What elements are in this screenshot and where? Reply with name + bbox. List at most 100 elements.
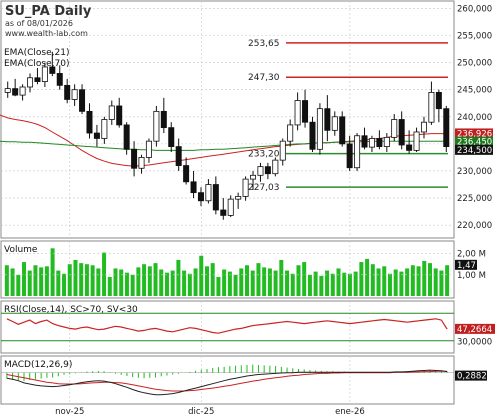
candle [131,148,138,169]
volume-bar [422,261,427,296]
candle [398,119,405,146]
candle [279,140,286,161]
candle [316,108,323,150]
level-label: 247,30 [248,73,280,83]
candle [41,66,48,82]
volume-tick-label: 1,00 M [457,271,486,281]
candle [227,198,234,216]
candle [391,119,398,138]
volume-bar [267,268,272,296]
volume-bar [33,265,38,296]
macd-title: MACD(12,26,9) [4,360,72,370]
candle [138,157,145,169]
candle [19,86,26,96]
date-label: dic-25 [188,407,214,417]
candle [183,165,190,183]
volume-bar [147,266,152,296]
volume-bar [416,266,421,296]
volume-bar [382,266,387,296]
candle [435,92,442,110]
price-badge: 234,500 [457,146,492,156]
volume-bar [96,268,101,296]
date-axis: nov-25 dic-25 ene-26 [55,407,365,417]
candle [108,105,115,120]
volume-bar [387,273,392,296]
volume-bar [427,263,432,296]
volume-bar [84,264,89,296]
volume-axis: 2,00 M 1,00 M1,47 M [1,250,486,281]
volume-bar [370,264,375,296]
rsi-plot: 47,2664 30,0000 [1,312,495,348]
candle [406,144,413,151]
candle [354,135,361,169]
price-tick-label: 250,000 [457,59,492,69]
volume-bar [210,263,215,296]
candle [220,209,227,216]
volume-bar [399,271,404,296]
volume-bar [353,271,358,296]
volume-bar [79,263,84,296]
volume-bar [199,255,204,296]
volume-bar [313,271,318,296]
price-badge: 236,926 [457,129,492,139]
volume-bar [250,270,255,296]
volume-bar [204,266,209,296]
candle [79,89,86,112]
volume-bar [245,265,250,296]
volume-bar [67,264,72,296]
candle [264,166,271,175]
candle [302,100,309,123]
volume-bar [119,269,124,296]
price-axis: 260,000255,000250,000245,000240,000235,0… [455,4,493,231]
site-url: www.wealth-lab.com [5,29,88,38]
ema70-legend: EMA(Close,70) [4,59,69,69]
ema21-legend: EMA(Close,21) [4,48,69,58]
candle [443,108,450,147]
candle [101,119,108,139]
volume-bar [433,268,438,296]
volume-bars [4,248,450,296]
rsi-panel [0,300,455,354]
rsi-line [6,318,448,334]
candle [168,127,175,147]
candle [287,124,294,142]
price-badge: 236,450 [457,138,492,148]
candle [190,181,197,194]
date-label: nov-25 [55,407,84,417]
price-tick-label: 230,000 [457,167,492,177]
candle [34,77,41,82]
candle [86,110,93,134]
price-tick-label: 245,000 [457,86,492,96]
volume-bar [39,267,44,296]
volume-bar [113,268,118,296]
candle [71,89,78,100]
volume-bar [256,263,261,296]
macd-badge: 0,2882 [457,372,487,382]
price-tick-label: 260,000 [457,4,492,14]
rsi-badge: 47,2664 [457,325,492,335]
candle [116,105,123,126]
candle [153,110,160,142]
volume-bar [319,275,324,296]
candle [56,73,63,86]
date-label: ene-26 [335,407,365,417]
volume-bar [222,269,227,296]
price-tick-label: 240,000 [457,113,492,123]
volume-bar [410,265,415,296]
volume-bar [182,270,187,296]
candle [250,174,257,180]
price-badge-bg [455,136,493,147]
candle [49,66,56,74]
candle [346,143,353,169]
candle [27,77,34,88]
volume-bar [56,270,61,296]
volume-bar [107,276,112,296]
volume-bar [90,265,95,296]
volume-bar [325,270,330,296]
volume-bar [130,274,135,296]
price-tick-label: 225,000 [457,194,492,204]
candle [4,88,11,93]
candle [242,178,249,197]
volume-bar [227,271,232,296]
macd-plot: 0,2882 [1,364,487,396]
